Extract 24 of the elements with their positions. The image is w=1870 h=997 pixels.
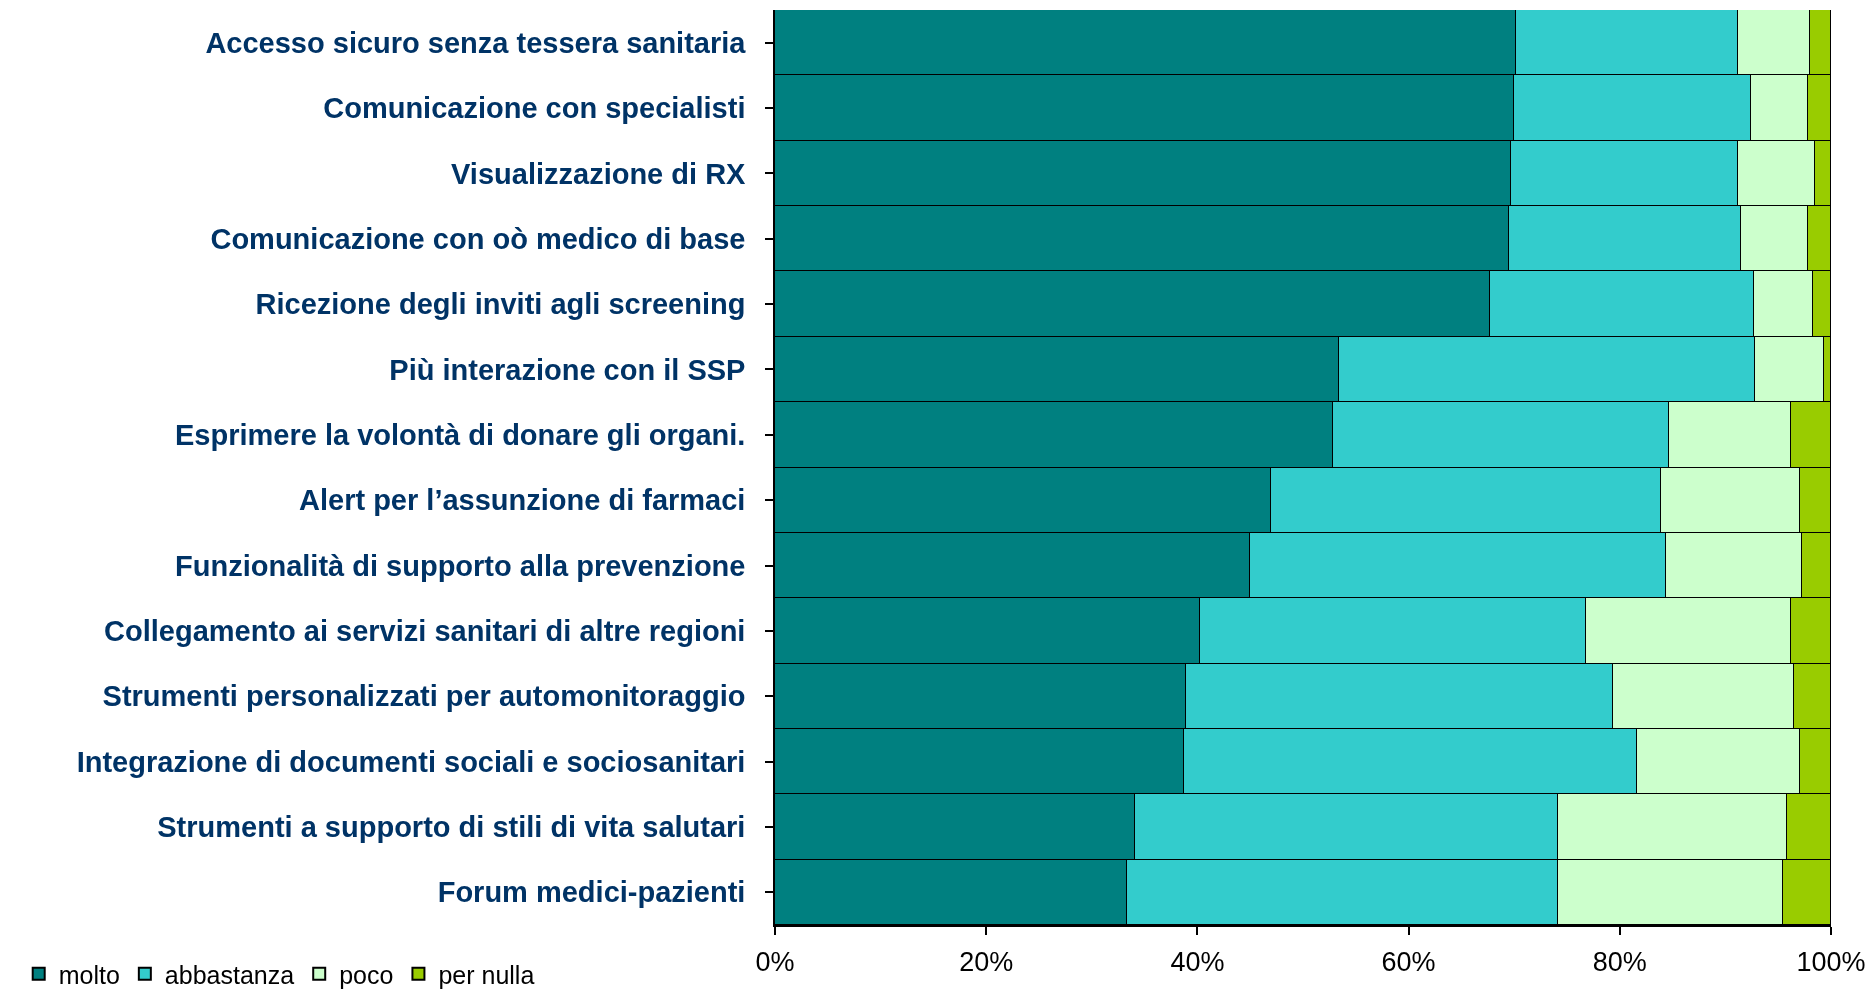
- x-tick-label: 60%: [1381, 947, 1436, 978]
- y-tick-label: Alert per l’assunzione di farmaci: [299, 484, 746, 517]
- y-tick-label: Collegamento ai servizi sanitari di altre regioni: [104, 615, 746, 648]
- x-tick-label: 20%: [959, 947, 1014, 978]
- x-tick-label: 40%: [1170, 947, 1225, 978]
- x-tick-label: 0%: [755, 947, 795, 978]
- y-tick-label: Visualizzazione di RX: [451, 157, 747, 190]
- y-tick-label: Comunicazione con oò medico di base: [210, 222, 746, 255]
- legend-label: poco: [339, 960, 394, 989]
- x-tick-label: 100%: [1796, 947, 1866, 978]
- y-tick-label: Più interazione con il SSP: [389, 353, 746, 386]
- y-tick-label: Forum medici-pazienti: [437, 876, 746, 909]
- y-tick-label: Comunicazione con specialisti: [323, 92, 746, 125]
- legend-label: abbastanza: [164, 960, 295, 989]
- y-tick-label: Funzionalità di supporto alla prevenzione: [175, 549, 746, 582]
- legend-label: per nulla: [438, 960, 535, 989]
- legend-label: molto: [58, 960, 120, 989]
- y-tick-label: Strumenti a supporto di stili di vita salutari: [157, 811, 746, 844]
- x-tick-label: 80%: [1592, 947, 1647, 978]
- y-tick-label: Strumenti personalizzati per automonitoraggio: [102, 680, 746, 713]
- y-tick-label: Integrazione di documenti sociali e sociosanitari: [76, 745, 746, 778]
- y-tick-label: Ricezione degli inviti agli screening: [255, 288, 746, 321]
- y-tick-label: Esprimere la volontà di donare gli organi.: [174, 418, 746, 451]
- y-tick-label: Accesso sicuro senza tessera sanitaria: [205, 26, 747, 59]
